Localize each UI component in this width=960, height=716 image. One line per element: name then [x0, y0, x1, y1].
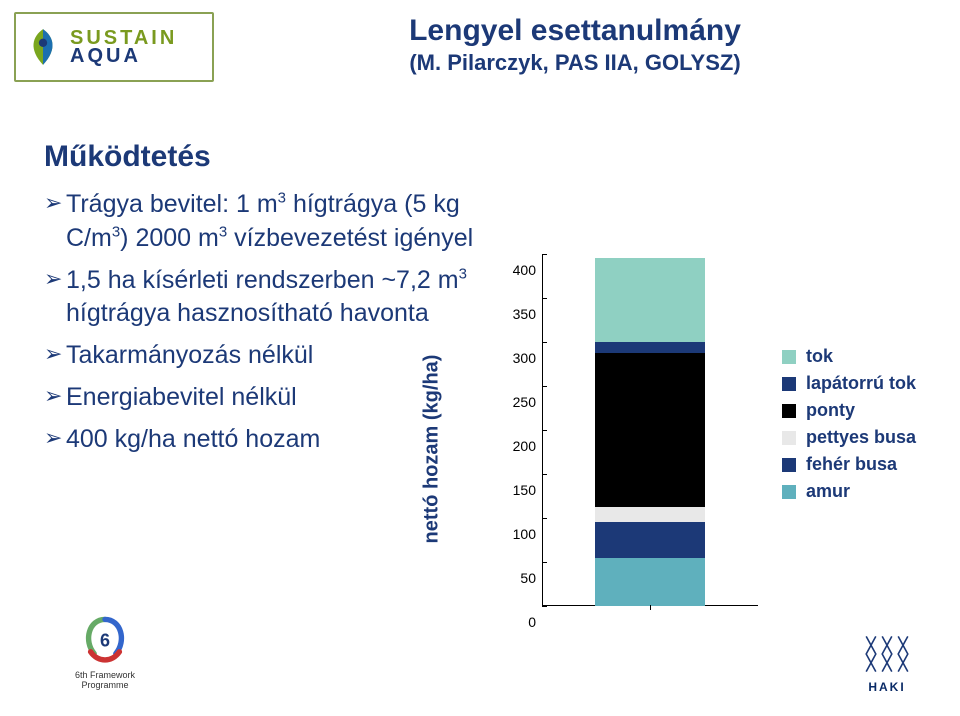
legend-label: ponty [806, 400, 855, 421]
chart-y-tick-label: 150 [498, 482, 542, 498]
chart-y-tick-mark [542, 474, 547, 475]
legend-label: amur [806, 481, 850, 502]
chart-y-tick-label: 350 [498, 306, 542, 322]
yield-chart: nettó hozam (kg/ha) 05010015020025030035… [430, 244, 950, 654]
chart-stacked-bar [595, 258, 705, 606]
chart-y-tick-mark [542, 298, 547, 299]
chart-segment-ponty [595, 353, 705, 507]
legend-swatch [782, 377, 796, 391]
bullet-arrow-icon: ➢ [44, 188, 66, 218]
legend-swatch [782, 485, 796, 499]
legend-swatch [782, 458, 796, 472]
chart-y-tick-mark [542, 562, 547, 563]
chart-y-tick-mark [542, 386, 547, 387]
bullet-arrow-icon: ➢ [44, 339, 66, 369]
chart-legend: tok lapátorrú tok ponty pettyes busa fehér b… [782, 346, 950, 508]
legend-item-feher_busa: fehér busa [782, 454, 950, 475]
legend-swatch [782, 431, 796, 445]
bullet-arrow-icon: ➢ [44, 381, 66, 411]
legend-item-pettyes_busa: pettyes busa [782, 427, 950, 448]
chart-y-axis-label: nettó hozam (kg/ha) [421, 355, 444, 544]
chart-segment-feher_busa [595, 522, 705, 557]
chart-y-tick-label: 0 [498, 614, 542, 630]
fp6-swirl-icon: 6 [78, 614, 132, 668]
slide-subtitle: (M. Pilarczyk, PAS IIA, GOLYSZ) [230, 50, 920, 76]
chart-y-tick-label: 50 [498, 570, 542, 586]
chart-y-tick-mark [542, 518, 547, 519]
legend-item-lapatorru: lapátorrú tok [782, 373, 950, 394]
haki-caption: HAKI [842, 680, 932, 694]
section-heading: Működtetés [44, 140, 474, 174]
chart-y-tick-label: 250 [498, 394, 542, 410]
chart-y-tick-mark [542, 254, 547, 255]
chart-segment-lapatorru [595, 342, 705, 353]
chart-y-tick-label: 300 [498, 350, 542, 366]
slide-title: Lengyel esettanulmány [230, 14, 920, 48]
legend-label: fehér busa [806, 454, 897, 475]
legend-swatch [782, 350, 796, 364]
legend-label: pettyes busa [806, 427, 916, 448]
bullet-4: ➢ Energiabevitel nélkül [44, 381, 474, 415]
chart-y-tick-mark [542, 430, 547, 431]
chart-y-tick-label: 200 [498, 438, 542, 454]
legend-label: lapátorrú tok [806, 373, 916, 394]
chart-y-tick-mark [542, 342, 547, 343]
chart-segment-pettyes_busa [595, 507, 705, 523]
sustainaqua-line2: AQUA [70, 46, 177, 66]
fp6-logo: 6 6th Framework Programme [70, 614, 140, 690]
chart-y-tick-label: 100 [498, 526, 542, 542]
legend-item-ponty: ponty [782, 400, 950, 421]
bullet-2: ➢ 1,5 ha kísérleti rendszerben ~7,2 m3 h… [44, 264, 474, 332]
legend-item-tok: tok [782, 346, 950, 367]
legend-label: tok [806, 346, 833, 367]
chart-y-tick-mark [542, 606, 547, 607]
chart-segment-tok [595, 258, 705, 342]
sustainaqua-leaf-icon [22, 26, 64, 68]
haki-logo: HAKI [842, 630, 932, 694]
chart-segment-amur [595, 558, 705, 606]
bullet-3: ➢ Takarmányozás nélkül [44, 339, 474, 373]
bullet-1: ➢ Trágya bevitel: 1 m3 hígtrágya (5 kg C… [44, 188, 474, 256]
svg-text:6: 6 [100, 630, 110, 650]
bullet-arrow-icon: ➢ [44, 264, 66, 294]
chart-y-tick-label: 400 [498, 262, 542, 278]
fp6-caption: 6th Framework Programme [70, 670, 140, 690]
legend-item-amur: amur [782, 481, 950, 502]
chart-x-tick-mark [650, 605, 651, 610]
legend-swatch [782, 404, 796, 418]
haki-icon [855, 630, 919, 678]
sustainaqua-logo: SUSTAIN AQUA [14, 12, 214, 82]
bullet-5: ➢ 400 kg/ha nettó hozam [44, 423, 474, 457]
bullet-arrow-icon: ➢ [44, 423, 66, 453]
